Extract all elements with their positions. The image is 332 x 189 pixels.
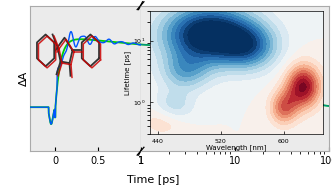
Y-axis label: ΔA: ΔA [19, 71, 29, 86]
Text: Time [ps]: Time [ps] [126, 175, 179, 185]
